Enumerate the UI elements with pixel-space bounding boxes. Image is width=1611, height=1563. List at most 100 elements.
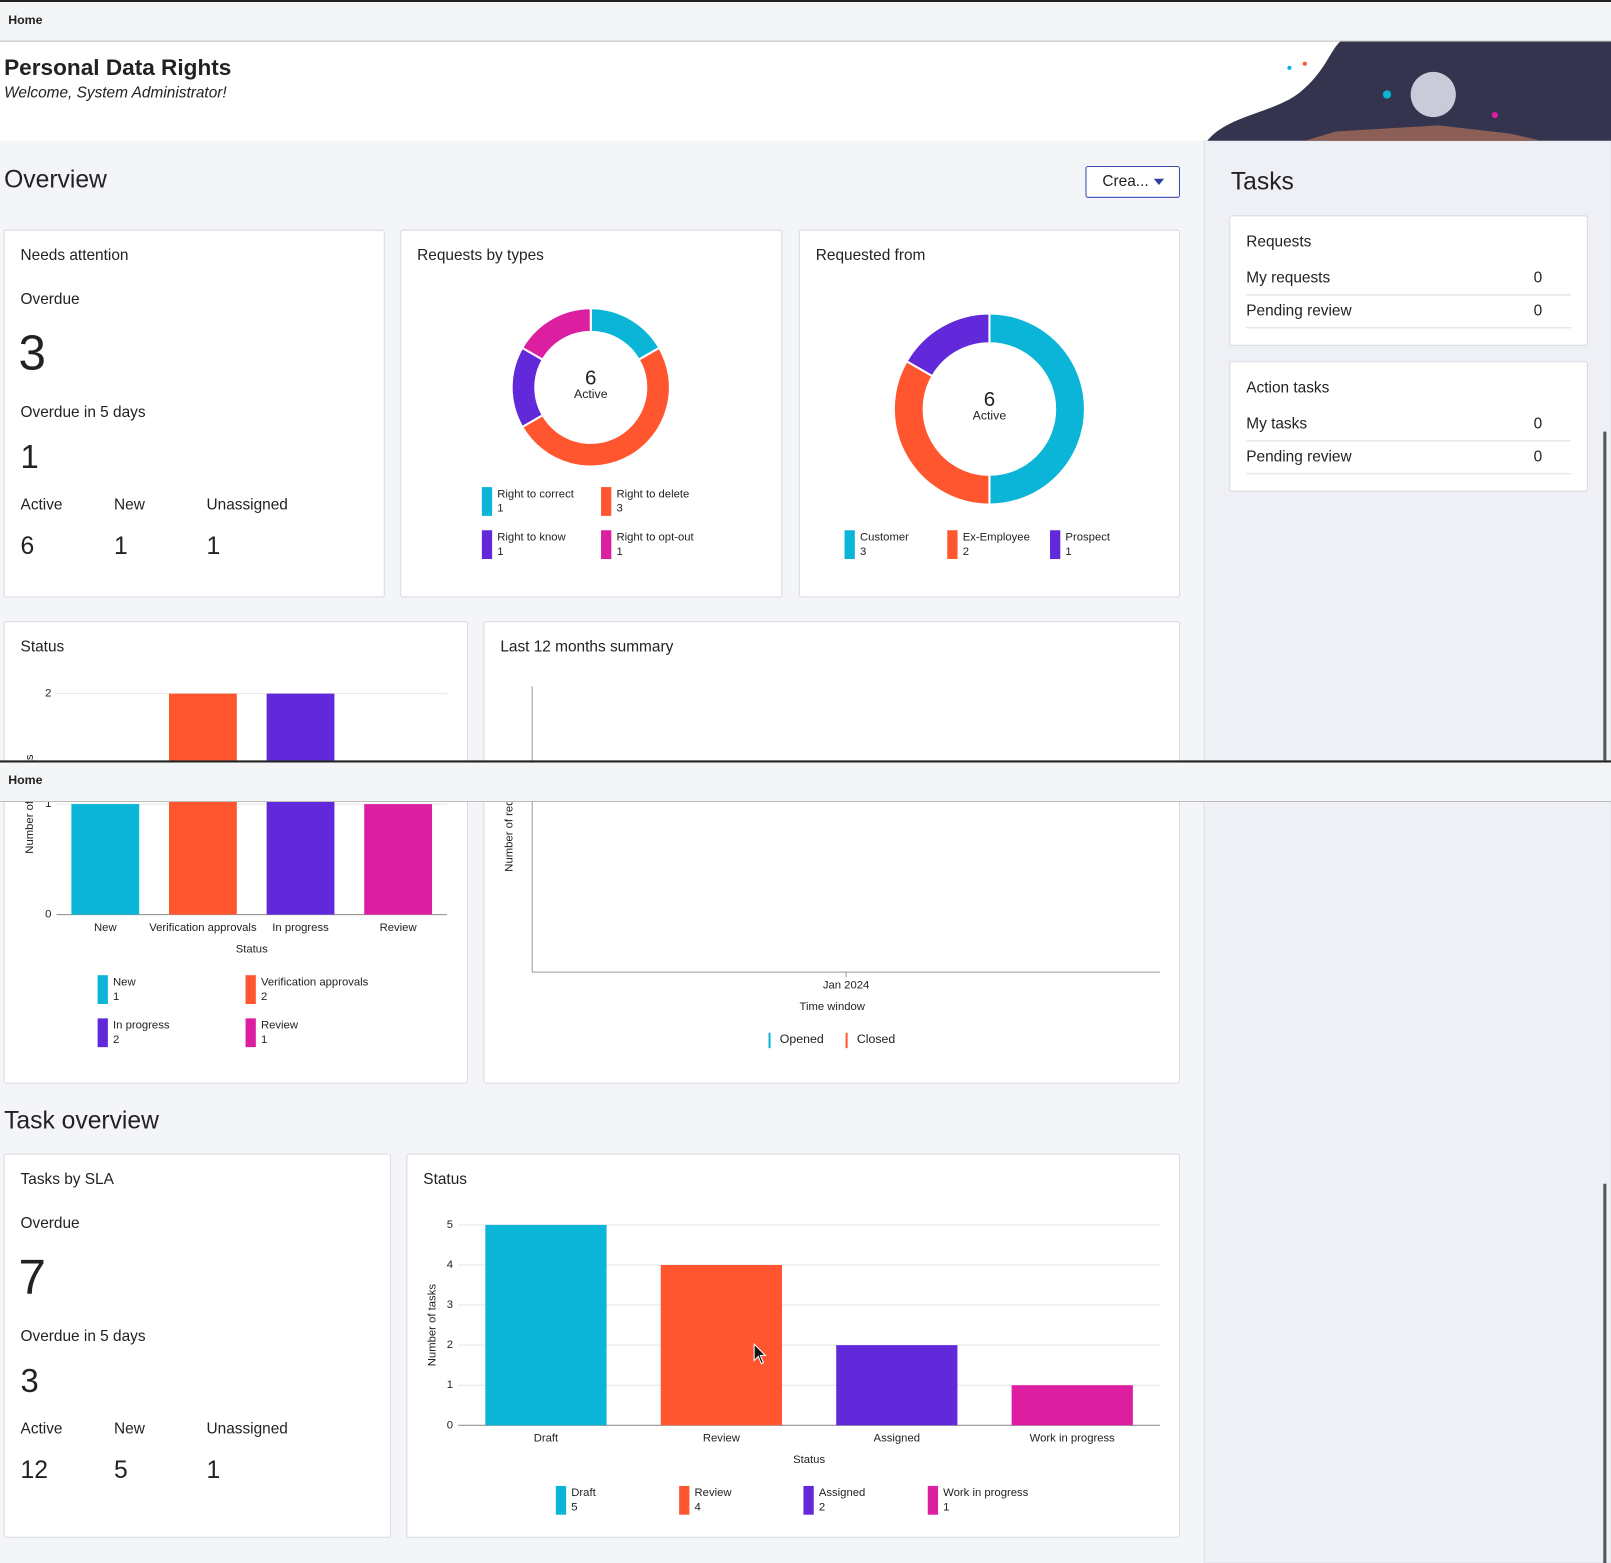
content: Needs attention Overdue 3 Overdue in 5 days… — [3, 215, 1588, 1538]
create-button-label[interactable]: Crea... — [1102, 173, 1148, 190]
kpi-value: 3 — [18, 326, 45, 381]
legend-label: Closed — [857, 1032, 896, 1046]
donut-segment — [988, 312, 1086, 506]
kpi-value: 1 — [114, 533, 128, 560]
legend-label: Prospect — [1065, 531, 1110, 543]
legend-label: Right to correct — [497, 488, 574, 500]
legend-swatch — [481, 530, 493, 560]
bar — [71, 804, 140, 915]
card-title: Tasks by SLA — [21, 1171, 115, 1188]
donut-center-label: Active — [574, 387, 608, 401]
legend-swatch — [947, 530, 958, 560]
x-axis-label: Time window — [799, 1001, 865, 1013]
kpi-value: 7 — [18, 1249, 45, 1304]
bar — [660, 1264, 782, 1426]
legend-value: 1 — [497, 546, 503, 558]
y-axis-label: Number of requests — [504, 772, 516, 872]
x-tick-label: Review — [703, 1433, 741, 1445]
task-count: 0 — [1534, 448, 1543, 465]
legend-swatch — [245, 1018, 256, 1048]
y-tick-label: 1 — [45, 798, 51, 810]
panel-group-title: Requests — [1246, 234, 1311, 251]
legend-value: 3 — [860, 546, 866, 558]
x-axis-label: Status — [236, 943, 268, 955]
card-title: Last 12 months summary — [500, 638, 673, 655]
legend-swatch — [245, 975, 256, 1004]
y-axis-label: Number of tasks — [427, 1284, 439, 1367]
x-tick-label: Jan 2024 — [823, 979, 869, 991]
y-tick-label: 1 — [447, 1379, 453, 1391]
kpi-label: New — [114, 497, 146, 514]
illustration-dot — [1382, 90, 1392, 99]
y-tick-label: 3 — [447, 1299, 453, 1311]
task-link[interactable]: Pending review — [1246, 302, 1352, 319]
legend-swatch — [601, 487, 612, 516]
legend-label: Verification approvals — [261, 976, 369, 988]
kpi-label: Active — [21, 497, 63, 514]
x-tick-label: In progress — [272, 922, 329, 934]
illustration-dot — [1302, 61, 1307, 66]
task-link[interactable]: Pending review — [1246, 448, 1352, 465]
page-subtitle: Welcome, System Administrator! — [4, 85, 227, 102]
legend-value: 1 — [616, 546, 622, 558]
kpi-label: Overdue — [21, 1215, 80, 1232]
legend-value: 1 — [113, 991, 119, 1003]
y-tick-label: 5 — [447, 1219, 453, 1231]
task-count: 0 — [1534, 270, 1543, 287]
card — [483, 621, 1180, 1084]
task-count: 0 — [1534, 415, 1543, 432]
legend-label: Assigned — [819, 1487, 865, 1499]
legend-value: 2 — [113, 1034, 119, 1046]
x-tick-label: Assigned — [874, 1433, 920, 1445]
section-title: Overview — [4, 166, 107, 193]
legend-swatch — [1050, 530, 1061, 560]
x-tick-label: Verification approvals — [149, 922, 257, 934]
legend-value: 2 — [963, 546, 969, 558]
donut-center-label: Active — [973, 408, 1007, 422]
legend-value: 1 — [261, 1034, 267, 1046]
card-title: Needs attention — [21, 247, 129, 264]
card — [3, 229, 385, 598]
legend-swatch — [601, 530, 612, 560]
cursor — [753, 1342, 767, 1365]
dropdown-caret[interactable] — [1153, 178, 1165, 185]
breadcrumb[interactable]: Home — [8, 13, 42, 27]
donut-segment — [520, 307, 592, 362]
legend-label: Review — [261, 1020, 299, 1032]
legend-value: 1 — [943, 1501, 949, 1513]
kpi-label: Overdue in 5 days — [21, 1328, 146, 1345]
illustration — [1207, 41, 1611, 141]
task-link[interactable]: My requests — [1246, 270, 1330, 287]
kpi-label: Active — [21, 1420, 63, 1437]
y-tick-label: 2 — [447, 1339, 453, 1351]
kpi-value: 1 — [207, 533, 221, 560]
kpi-value: 6 — [21, 533, 35, 560]
illustration-ground — [1304, 125, 1542, 141]
card — [798, 229, 1180, 598]
legend-swatch — [555, 1485, 567, 1515]
legend-value: 1 — [497, 503, 503, 515]
card-title: Requests by types — [417, 247, 544, 264]
legend-value: 5 — [571, 1501, 577, 1513]
legend-value: 2 — [819, 1501, 825, 1513]
kpi-value: 3 — [21, 1362, 39, 1399]
legend-swatch — [927, 1485, 939, 1515]
illustration-dot — [1491, 112, 1498, 119]
breadcrumb-bar — [0, 760, 1611, 802]
legend-swatch — [97, 975, 108, 1004]
kpi-label: New — [114, 1420, 146, 1437]
card-title: Status — [21, 638, 65, 655]
panel-group-title: Action tasks — [1246, 380, 1329, 397]
breadcrumb[interactable]: Home — [8, 773, 42, 787]
legend-value: 1 — [1065, 546, 1071, 558]
illustration-dish — [1410, 71, 1456, 118]
legend-label: Work in progress — [943, 1487, 1029, 1499]
create-button[interactable] — [1085, 165, 1180, 198]
kpi-value: 12 — [21, 1457, 48, 1484]
legend-swatch — [481, 487, 493, 516]
kpi-label: Unassigned — [207, 1420, 288, 1437]
second-breadcrumb: Home — [0, 760, 1611, 803]
task-link[interactable]: My tasks — [1246, 415, 1307, 432]
